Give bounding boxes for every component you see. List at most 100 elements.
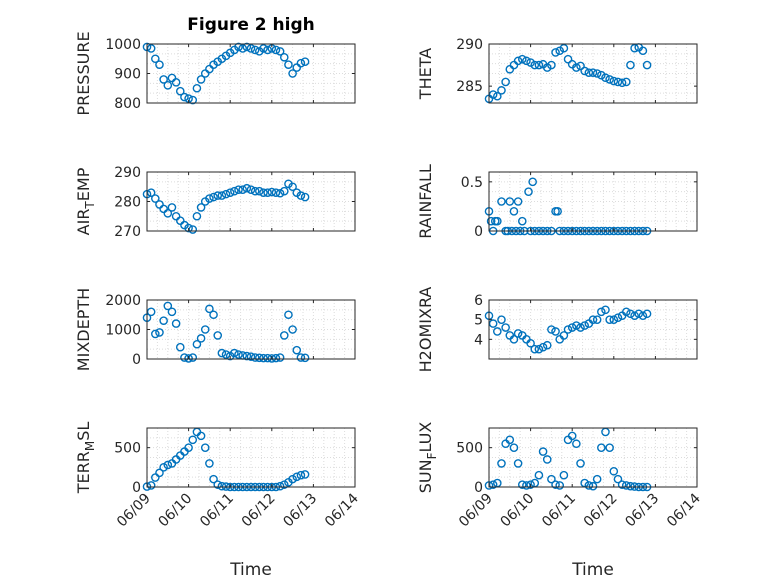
data-point [196, 431, 206, 441]
data-point [588, 481, 598, 491]
data-point [592, 315, 602, 324]
data-point [213, 331, 223, 340]
grid [146, 171, 356, 232]
data-point [159, 463, 168, 472]
data-point [547, 60, 556, 70]
data-point [167, 203, 177, 212]
grid [488, 171, 698, 232]
y-axis-label: TERRMSL [74, 422, 97, 495]
data-point [163, 460, 173, 470]
data-point [551, 327, 560, 336]
data-series [484, 305, 652, 354]
data-point [209, 192, 218, 202]
data-point [259, 353, 268, 363]
data-point [146, 307, 156, 317]
data-point [217, 348, 227, 358]
data-point [572, 321, 581, 330]
data-point [613, 77, 623, 87]
data-point [509, 335, 519, 344]
data-point [530, 344, 540, 354]
data-point [505, 435, 515, 445]
axes-box [488, 299, 698, 360]
data-point [155, 328, 164, 337]
data-point [580, 321, 589, 330]
data-point [300, 192, 310, 202]
data-point [230, 186, 239, 196]
data-point [559, 331, 569, 340]
data-point [526, 338, 535, 348]
data-point [517, 216, 527, 226]
data-point [538, 342, 548, 352]
data-point [171, 319, 181, 328]
data-point [626, 309, 635, 319]
data-point [246, 44, 256, 53]
x-axis-label: Time [229, 560, 272, 580]
y-tick-label: 0 [132, 480, 141, 496]
data-point [192, 211, 202, 221]
data-point [509, 60, 519, 70]
data-point [621, 307, 631, 317]
data-point [238, 185, 247, 194]
x-tick-label: 06/09 [456, 491, 496, 531]
data-point [196, 75, 206, 84]
subplot-rainfall: 0 0.5 RAINFALL [416, 164, 698, 240]
data-point [538, 447, 548, 456]
data-point [493, 216, 502, 226]
x-tick-label: 06/10 [498, 491, 538, 531]
data-point [296, 470, 306, 480]
y-tick-label: 0 [474, 224, 483, 240]
y-tick-label: 280 [114, 195, 141, 211]
data-point [288, 474, 297, 484]
y-axis-label: THETA [416, 48, 435, 100]
data-point [592, 69, 602, 78]
data-point [205, 194, 214, 203]
data-point [279, 331, 289, 340]
data-point [271, 45, 281, 55]
data-point [493, 91, 502, 101]
data-point [617, 78, 627, 88]
y-tick-label: 4 [474, 332, 483, 348]
data-point [255, 353, 264, 363]
data-point [246, 352, 256, 361]
data-point [246, 185, 256, 194]
data-point [296, 353, 306, 362]
data-point [592, 474, 602, 484]
data-point [151, 473, 160, 482]
data-point [559, 43, 569, 53]
data-point [296, 191, 306, 200]
data-point [522, 56, 531, 66]
data-point [167, 73, 177, 83]
subplot-terr-msl: 0 500 TERRMSL 06/09 06/10 06/11 06/12 06/13 06/1… [74, 422, 362, 580]
data-point [626, 481, 635, 491]
data-point [238, 44, 247, 53]
data-point [263, 188, 272, 197]
data-point [609, 315, 619, 324]
data-point [188, 225, 198, 234]
data-point [217, 481, 227, 491]
data-point [609, 466, 619, 476]
data-point [292, 472, 302, 482]
data-point [159, 75, 168, 84]
data-point [638, 46, 648, 56]
y-axis-label: AIRTEMP [74, 167, 97, 235]
axes-box [488, 427, 698, 488]
data-point [300, 470, 310, 479]
data-point [588, 315, 598, 324]
y-tick-label: 800 [114, 96, 141, 112]
grid [488, 299, 698, 360]
data-point [292, 63, 302, 72]
data-point [151, 329, 160, 339]
x-tick-label: 06/10 [156, 491, 196, 531]
x-tick-label: 06/14 [664, 490, 704, 530]
data-point [221, 189, 231, 199]
data-point [267, 354, 277, 363]
y-axis-label: MIXDEPTH [74, 288, 93, 371]
data-series [142, 42, 310, 105]
y-tick-label: 290 [114, 165, 141, 181]
data-point [597, 443, 606, 452]
data-point [271, 188, 281, 197]
data-point [621, 481, 631, 490]
data-point [234, 350, 243, 359]
y-tick-label: 900 [114, 67, 141, 83]
data-point [497, 197, 506, 206]
